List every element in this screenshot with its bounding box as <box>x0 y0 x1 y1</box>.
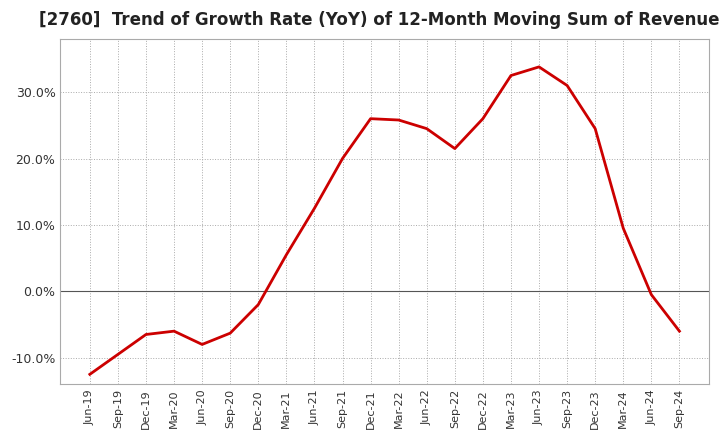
Title: [2760]  Trend of Growth Rate (YoY) of 12-Month Moving Sum of Revenues: [2760] Trend of Growth Rate (YoY) of 12-… <box>40 11 720 29</box>
